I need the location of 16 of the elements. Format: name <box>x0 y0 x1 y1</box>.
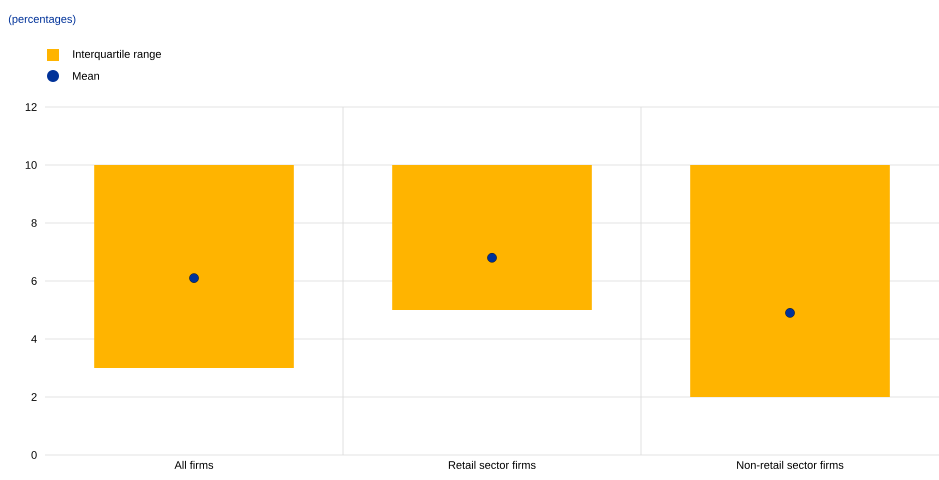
y-tick-label: 2 <box>32 393 37 401</box>
y-tick-label: 8 <box>32 219 37 227</box>
y-tick-label: 0 <box>31 451 37 459</box>
point <box>487 252 497 263</box>
legend-label: Interquartile range <box>73 50 161 60</box>
point <box>785 308 795 318</box>
x-tick-label: Retail sector firms <box>448 460 536 469</box>
y-tick-label: 10 <box>26 161 37 169</box>
y-tick-label: 6 <box>32 277 37 285</box>
y-tick-label: 4 <box>31 335 37 343</box>
x-tick-label: All firms <box>174 460 214 469</box>
x-tick-label: Non-retail sector firms <box>737 460 844 469</box>
legend-label: Mean <box>73 72 100 80</box>
y-tick-label: 12 <box>26 103 37 111</box>
point <box>189 273 199 283</box>
chart-subtitle: (percentages) <box>8 14 76 26</box>
